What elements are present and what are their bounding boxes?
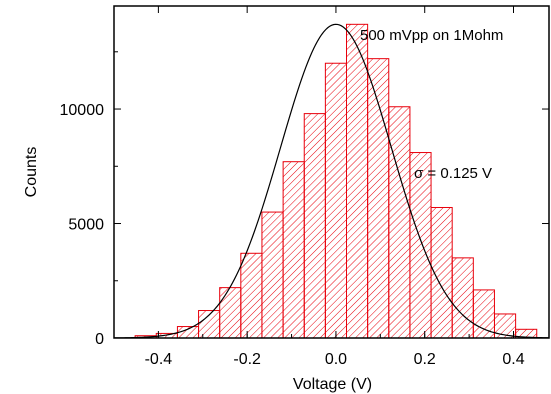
histogram-bar xyxy=(324,62,348,339)
x-axis-label: Voltage (V) xyxy=(293,376,372,393)
x-axis-ticks: -0.4 -0.2 0.0 0.2 0.4 xyxy=(113,6,525,368)
y-axis-ticks: 0 5000 10000 xyxy=(60,51,549,348)
annotation-sigma: σ = 0.125 V xyxy=(414,165,492,182)
x-tick-label: 0.2 xyxy=(414,351,436,368)
histogram-bar xyxy=(282,161,305,339)
plot-frame xyxy=(113,5,550,339)
histogram-bar xyxy=(367,58,390,339)
x-tick-label: -0.4 xyxy=(145,351,173,368)
histogram-bar xyxy=(472,289,495,339)
y-tick-label: 0 xyxy=(95,331,104,348)
y-tick-label: 10000 xyxy=(60,102,105,119)
x-tick-label: 0.4 xyxy=(502,351,524,368)
y-tick-label: 5000 xyxy=(68,217,104,234)
histogram-bar xyxy=(346,23,369,339)
gaussian-fit-curve xyxy=(113,23,550,339)
annotation-title: 500 mVpp on 1Mohm xyxy=(360,27,503,44)
histogram-bar xyxy=(240,252,263,339)
y-axis-label: Counts xyxy=(23,147,40,198)
histogram-bar xyxy=(303,113,326,339)
histogram-bar xyxy=(261,211,284,339)
histogram-bar xyxy=(219,287,242,339)
x-tick-label: -0.2 xyxy=(233,351,261,368)
histogram-bar xyxy=(388,106,411,339)
histogram-bar xyxy=(451,257,474,339)
x-tick-label: 0.0 xyxy=(325,351,347,368)
